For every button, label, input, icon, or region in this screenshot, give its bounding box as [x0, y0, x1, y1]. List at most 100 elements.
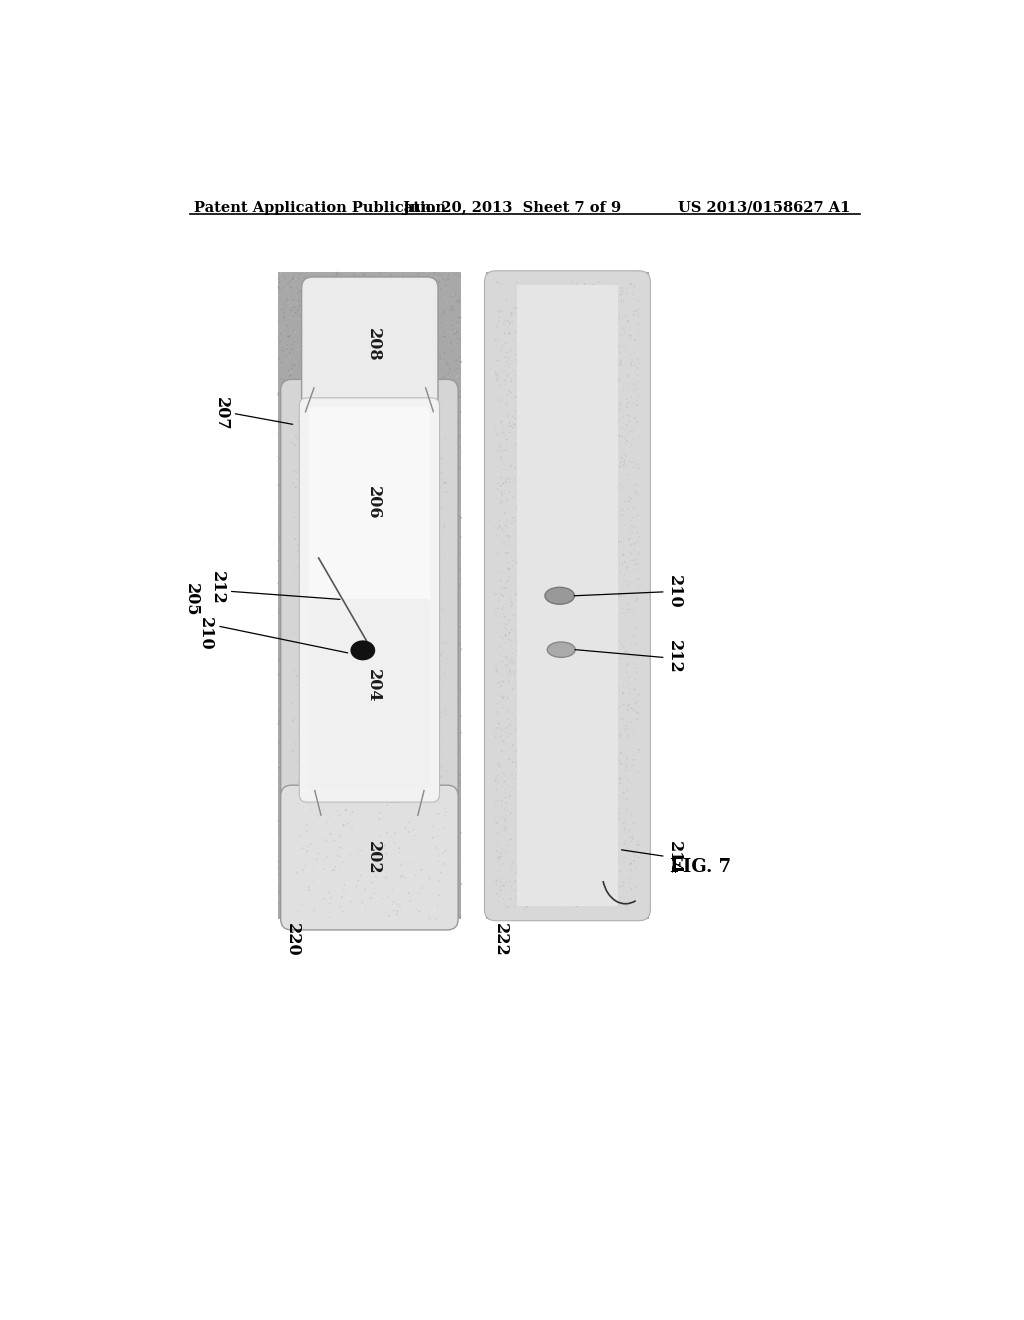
Point [598, 517, 614, 539]
Point [317, 729, 334, 750]
Point [399, 656, 416, 677]
Point [560, 279, 577, 300]
Point [512, 774, 528, 795]
Point [514, 746, 530, 767]
Point [311, 442, 328, 463]
Point [616, 322, 633, 343]
Point [424, 437, 440, 458]
Point [288, 329, 304, 350]
Point [587, 430, 603, 451]
Point [626, 659, 642, 680]
Point [294, 816, 310, 837]
Point [376, 281, 392, 302]
Point [360, 686, 377, 708]
Point [423, 706, 439, 727]
Point [440, 471, 457, 492]
Point [615, 682, 632, 704]
Point [301, 883, 317, 904]
Point [374, 585, 390, 606]
Point [431, 281, 447, 302]
Point [493, 804, 509, 825]
Point [287, 884, 303, 906]
Point [395, 400, 412, 421]
Point [575, 492, 592, 513]
Point [561, 667, 578, 688]
Point [558, 407, 574, 428]
Point [338, 680, 354, 701]
Point [612, 474, 629, 495]
Point [339, 574, 355, 595]
Point [570, 586, 587, 607]
Point [554, 777, 570, 799]
Point [520, 597, 537, 618]
Point [520, 649, 537, 671]
Point [536, 797, 552, 818]
Point [531, 682, 548, 704]
Point [574, 466, 591, 487]
Point [536, 298, 552, 319]
Point [329, 855, 345, 876]
Point [481, 358, 498, 379]
Point [304, 463, 321, 484]
Point [482, 616, 499, 638]
Point [312, 764, 329, 785]
Point [546, 744, 562, 766]
Point [499, 700, 515, 721]
Point [606, 523, 623, 544]
Point [421, 746, 437, 767]
Point [376, 907, 392, 928]
Point [394, 300, 411, 321]
Point [560, 276, 577, 297]
Point [484, 643, 501, 664]
Point [299, 484, 315, 506]
Point [528, 466, 545, 487]
Point [425, 797, 441, 818]
Point [490, 673, 507, 694]
Point [410, 656, 426, 677]
Point [438, 565, 455, 586]
Point [400, 348, 417, 370]
Point [609, 312, 626, 333]
Point [338, 818, 354, 840]
Point [426, 376, 442, 397]
Point [319, 681, 336, 702]
Point [635, 869, 651, 890]
Point [544, 300, 560, 321]
Point [378, 354, 394, 375]
Point [402, 593, 419, 614]
Point [353, 776, 370, 797]
Point [519, 483, 536, 504]
Point [318, 743, 335, 764]
Point [523, 388, 540, 409]
Point [614, 655, 631, 676]
Point [546, 865, 562, 886]
Point [631, 760, 647, 781]
Point [380, 264, 396, 285]
Point [606, 834, 623, 855]
Point [637, 263, 653, 284]
Point [390, 785, 407, 807]
Point [571, 623, 588, 644]
Point [621, 780, 637, 801]
Point [554, 832, 570, 853]
Point [272, 903, 289, 924]
Point [488, 830, 505, 851]
Point [412, 387, 428, 408]
Point [530, 593, 547, 614]
Point [565, 434, 582, 455]
Point [529, 552, 546, 573]
Point [610, 585, 627, 606]
Point [303, 635, 319, 656]
Point [536, 643, 552, 664]
Point [521, 383, 538, 404]
Point [483, 693, 500, 714]
Point [326, 366, 342, 387]
Point [487, 363, 504, 384]
Point [640, 669, 656, 690]
Point [554, 318, 570, 339]
Point [278, 704, 294, 725]
Point [505, 380, 521, 401]
Point [426, 296, 442, 317]
Point [559, 859, 575, 880]
Point [530, 828, 547, 849]
